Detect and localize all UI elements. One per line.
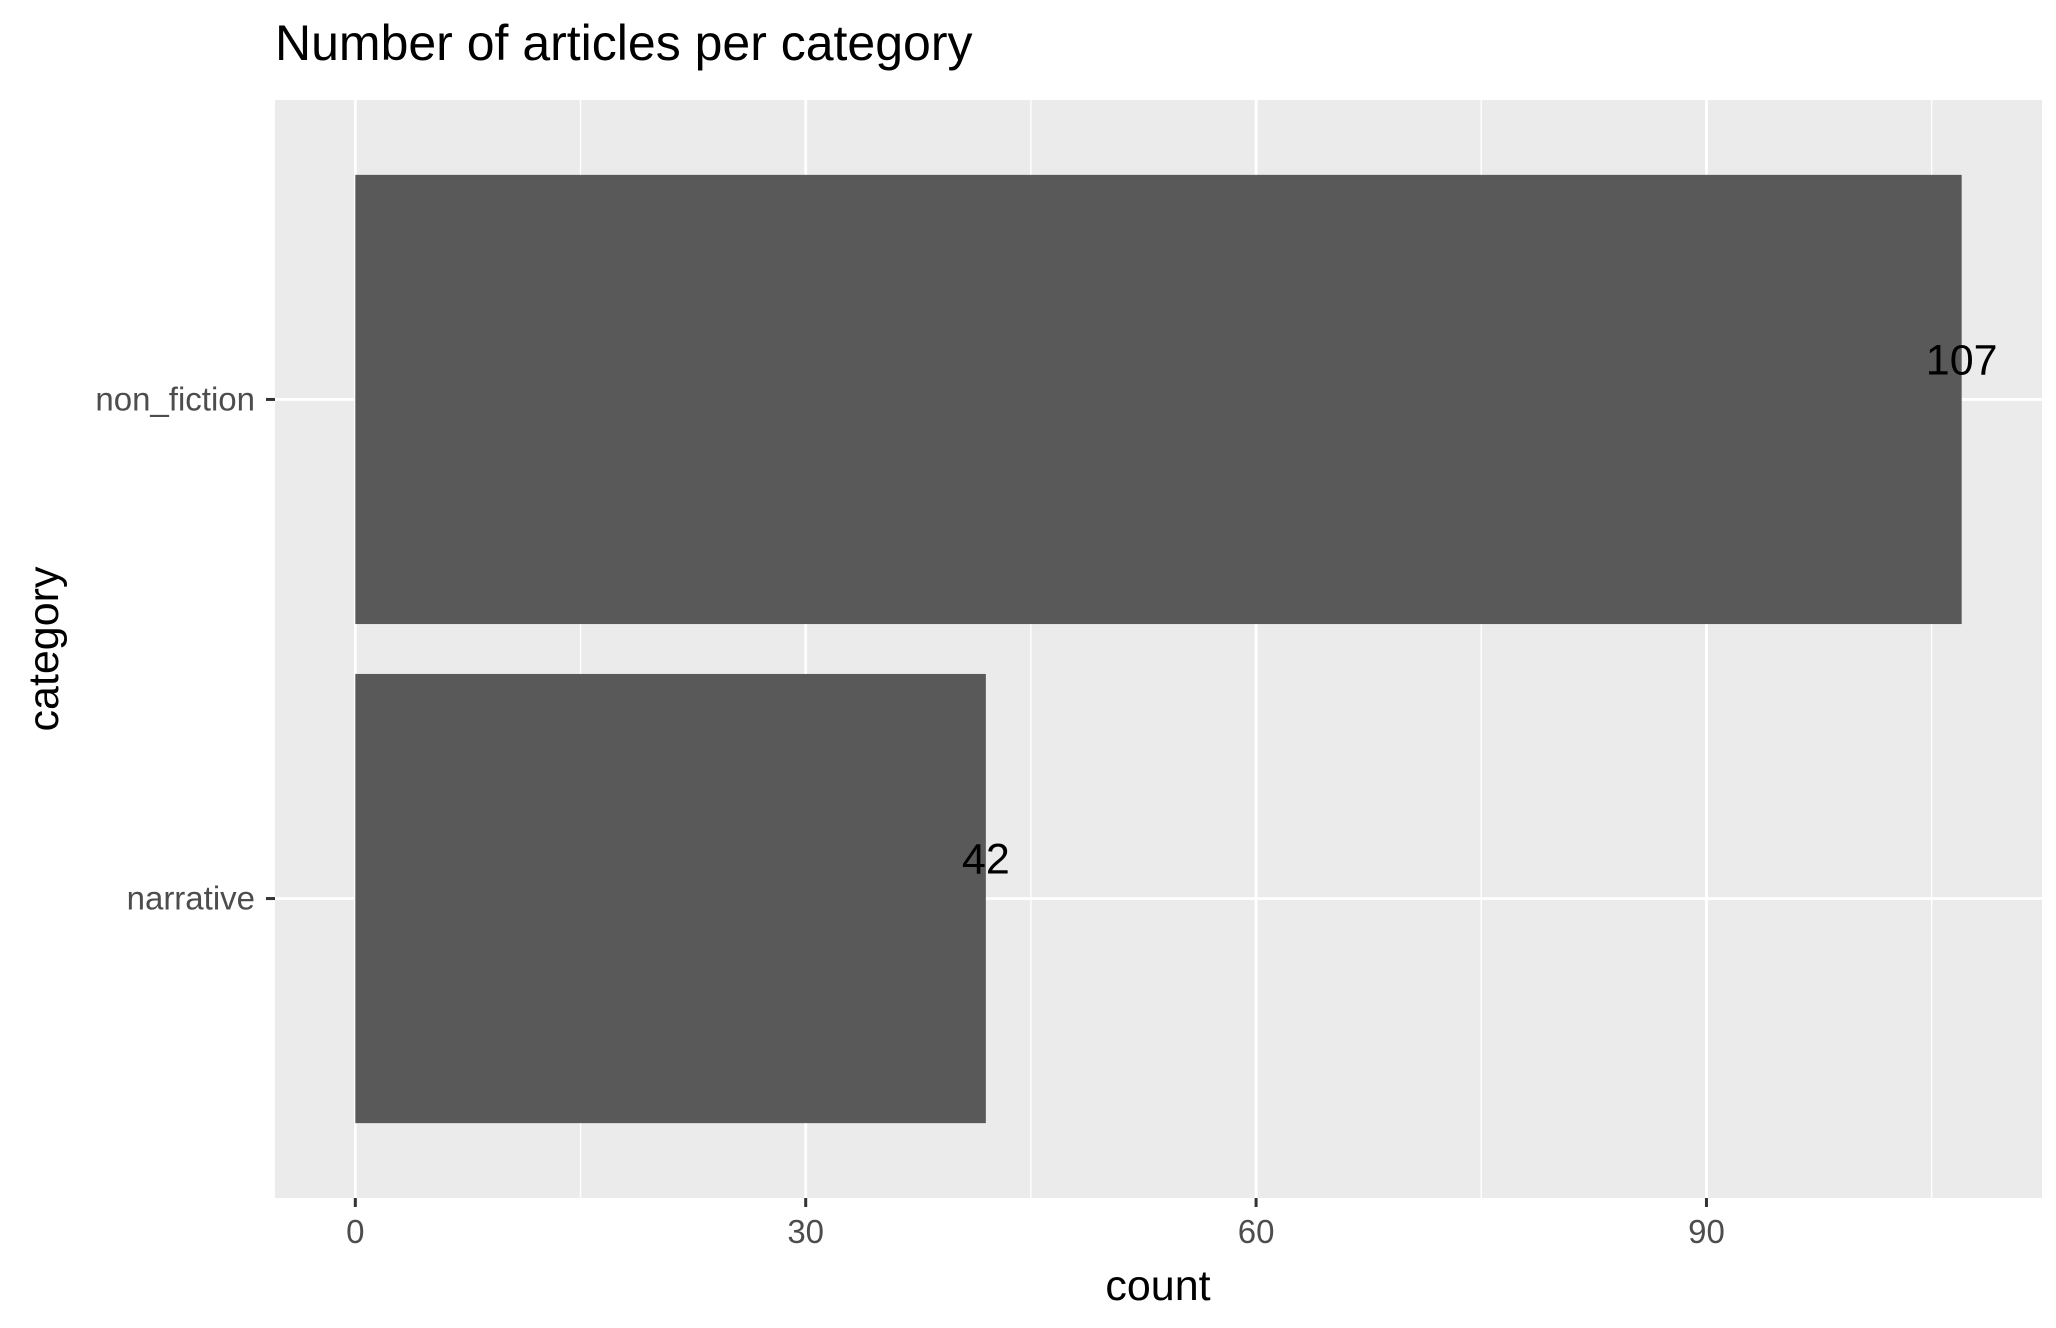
data-label-narrative: 42 <box>962 836 1010 884</box>
y-tick-label-non_fiction: non_fiction <box>95 380 255 417</box>
x-tick-label: 60 <box>1238 1213 1275 1250</box>
x-tick-label: 90 <box>1688 1213 1725 1250</box>
y-axis-title: category <box>20 566 68 731</box>
bar-non_fiction <box>355 174 1962 625</box>
data-labels: 107 42 <box>962 336 1998 883</box>
bars <box>355 174 1962 1124</box>
chart-title: Number of articles per category <box>275 15 973 71</box>
x-axis-title: count <box>1105 1262 1210 1310</box>
x-axis: 0 30 60 90 <box>346 1198 1725 1250</box>
y-tick-label-narrative: narrative <box>127 880 255 917</box>
x-tick-label: 30 <box>787 1213 824 1250</box>
data-label-non_fiction: 107 <box>1926 336 1998 384</box>
bar-narrative <box>355 673 986 1124</box>
y-axis: non_fiction narrative <box>95 380 275 917</box>
x-tick-label: 0 <box>346 1213 364 1250</box>
